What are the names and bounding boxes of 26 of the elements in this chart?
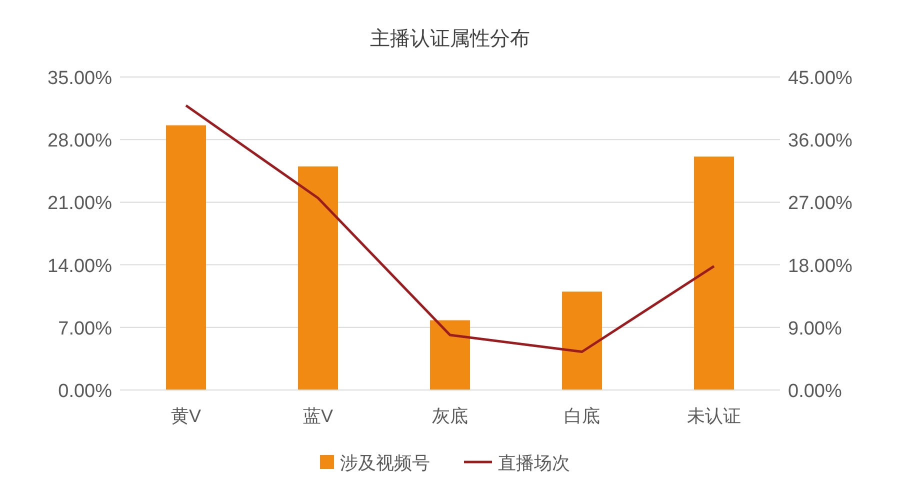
y2-tick-label: 36.00% (788, 130, 853, 152)
y2-tick-label: 45.00% (788, 68, 853, 89)
y-tick-label: 14.00% (48, 256, 112, 277)
y2-tick-label: 0.00% (788, 381, 842, 402)
y2-tick-label: 18.00% (788, 256, 853, 277)
bar (430, 320, 470, 390)
y-tick-label: 35.00% (48, 68, 112, 89)
x-tick-label: 未认证 (687, 406, 741, 426)
legend-label: 直播场次 (498, 453, 570, 473)
x-tick-label: 黄V (170, 406, 202, 426)
x-tick-label: 白底 (564, 406, 600, 426)
bar (694, 156, 734, 390)
x-tick-label: 蓝V (302, 406, 334, 426)
line-series (184, 104, 716, 353)
y-tick-label: 0.00% (58, 381, 112, 402)
legend-label: 涉及视频号 (340, 453, 430, 473)
y2-tick-label: 27.00% (788, 193, 853, 214)
bar (562, 292, 602, 390)
bar (166, 125, 206, 390)
x-tick-label: 灰底 (432, 406, 468, 426)
y-tick-label: 21.00% (48, 193, 112, 214)
y2-tick-label: 9.00% (788, 318, 842, 340)
y-tick-label: 28.00% (48, 130, 112, 152)
bar (298, 166, 338, 390)
y-tick-label: 7.00% (58, 318, 112, 340)
chart-title: 主播认证属性分布 (370, 27, 530, 50)
